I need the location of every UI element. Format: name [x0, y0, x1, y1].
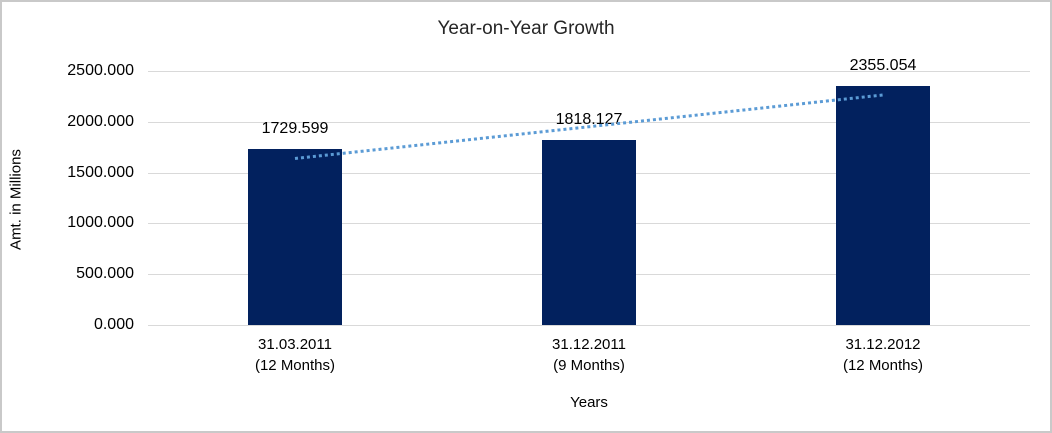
y-tick-label: 500.000: [76, 265, 134, 283]
gridline: [148, 71, 1030, 72]
y-tick-label: 2000.000: [67, 112, 134, 130]
gridline: [148, 325, 1030, 326]
bar: [542, 140, 636, 325]
x-axis-title: Years: [570, 394, 608, 411]
x-category-date: 31.12.2012: [845, 336, 921, 353]
x-category-label: 31.12.2012 (12 Months): [773, 334, 993, 376]
bar-value-label: 1729.599: [261, 120, 329, 138]
y-tick-label: 1500.000: [67, 163, 134, 181]
x-category-months: (9 Months): [553, 357, 625, 374]
bar-value-label: 1818.127: [555, 111, 623, 129]
chart-title: Year-on-Year Growth: [437, 18, 615, 39]
x-category-months: (12 Months): [842, 357, 924, 374]
gridline: [148, 121, 1030, 123]
bar: [248, 149, 342, 325]
x-category-months: (12 Months): [254, 357, 336, 374]
x-category-date: 31.03.2011: [258, 336, 332, 353]
bar: [836, 85, 930, 325]
x-category-date: 31.12.2011: [552, 336, 626, 353]
y-tick-label: 0.000: [93, 316, 134, 333]
x-category-label: 31.12.2011 (9 Months): [479, 334, 699, 376]
y-axis-title: Amt. in Millions: [7, 149, 25, 250]
bar-value-label: 2355.054: [849, 56, 917, 74]
x-category-label: 31.03.2011 (12 Months): [185, 334, 405, 376]
y-tick-label: 1000.000: [67, 214, 134, 232]
y-tick-label: 2500.000: [67, 62, 134, 79]
